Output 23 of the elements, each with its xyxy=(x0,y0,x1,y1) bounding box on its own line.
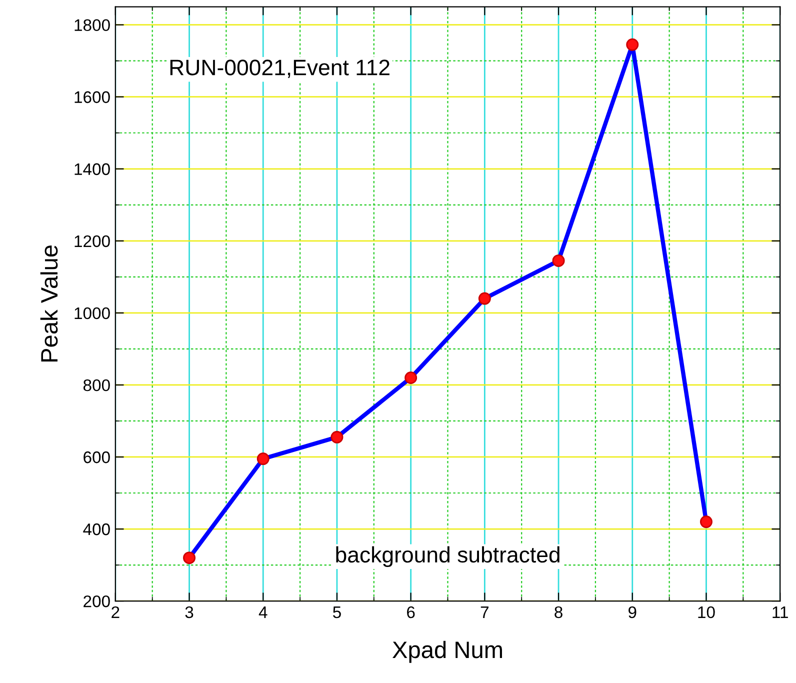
y-tick-label: 800 xyxy=(83,379,110,392)
y-tick-label: 200 xyxy=(84,595,110,608)
annotation: RUN-00021,Event 112 xyxy=(170,60,390,78)
y-tick-label: 1600 xyxy=(74,91,110,104)
y-tick-label: 400 xyxy=(83,523,110,536)
y-axis-title: Peak Value xyxy=(40,245,58,362)
x-tick-label: 7 xyxy=(480,606,488,618)
x-tick-label: 2 xyxy=(112,606,120,618)
x-tick-label: 5 xyxy=(333,606,341,618)
x-tick-label: 4 xyxy=(258,606,268,618)
y-tick-label: 600 xyxy=(84,451,110,464)
y-tick-label: 1800 xyxy=(74,19,110,32)
y-tick-label: 1200 xyxy=(74,235,110,248)
x-tick-label: 10 xyxy=(698,606,715,618)
x-tick-label: 3 xyxy=(185,606,194,618)
annotation: background subtracted xyxy=(336,546,560,568)
x-tick-label: 11 xyxy=(772,606,788,618)
y-tick-label: 1400 xyxy=(74,163,110,176)
x-tick-label: 9 xyxy=(628,606,636,618)
x-tick-label: 8 xyxy=(554,606,562,618)
y-tick-label: 1000 xyxy=(74,307,110,320)
x-tick-label: 6 xyxy=(407,606,415,618)
x-axis-title: Xpad Num xyxy=(392,640,502,663)
